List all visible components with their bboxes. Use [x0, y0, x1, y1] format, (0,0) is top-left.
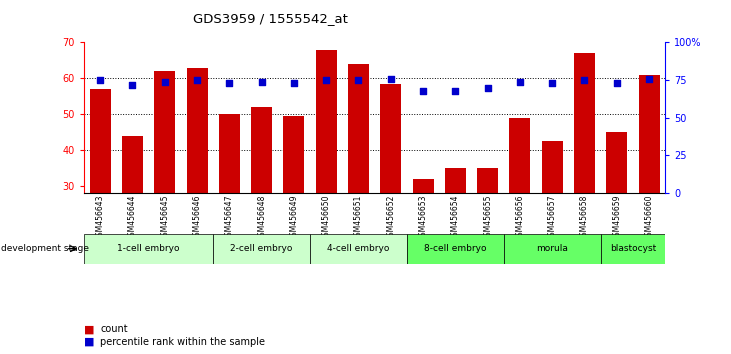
- Bar: [380, 84, 401, 293]
- Point: [482, 85, 493, 91]
- Point: [94, 77, 106, 83]
- Bar: [186, 68, 208, 293]
- Bar: [606, 132, 627, 293]
- Point: [417, 88, 429, 93]
- Bar: [639, 75, 659, 293]
- Text: 4-cell embryo: 4-cell embryo: [327, 244, 390, 253]
- Bar: [412, 179, 433, 293]
- Text: 1-cell embryo: 1-cell embryo: [118, 244, 180, 253]
- Bar: [504, 234, 601, 264]
- Text: ■: ■: [84, 337, 94, 347]
- Point: [224, 80, 235, 86]
- Text: GSM456649: GSM456649: [289, 194, 298, 241]
- Bar: [510, 118, 531, 293]
- Text: GSM456659: GSM456659: [613, 194, 621, 241]
- Text: GSM456643: GSM456643: [96, 194, 105, 241]
- Text: GSM456644: GSM456644: [128, 194, 137, 241]
- Text: GSM456658: GSM456658: [580, 194, 589, 240]
- Text: GSM456651: GSM456651: [354, 194, 363, 240]
- Point: [579, 77, 591, 83]
- Bar: [348, 64, 369, 293]
- Bar: [477, 168, 498, 293]
- Text: GSM456652: GSM456652: [386, 194, 395, 240]
- Text: GSM456654: GSM456654: [451, 194, 460, 241]
- Text: ■: ■: [84, 324, 94, 334]
- Point: [385, 76, 397, 81]
- Bar: [84, 234, 213, 264]
- Bar: [574, 53, 595, 293]
- Bar: [445, 168, 466, 293]
- Bar: [542, 141, 563, 293]
- Text: blastocyst: blastocyst: [610, 244, 656, 253]
- Text: 2-cell embryo: 2-cell embryo: [230, 244, 293, 253]
- Bar: [310, 234, 407, 264]
- Bar: [284, 116, 304, 293]
- Text: GSM456660: GSM456660: [645, 194, 654, 241]
- Text: morula: morula: [537, 244, 568, 253]
- Bar: [316, 50, 337, 293]
- Point: [643, 76, 655, 81]
- Bar: [213, 234, 310, 264]
- Bar: [251, 107, 272, 293]
- Point: [352, 77, 364, 83]
- Text: GSM456645: GSM456645: [160, 194, 170, 241]
- Point: [514, 79, 526, 84]
- Text: GSM456655: GSM456655: [483, 194, 492, 241]
- Point: [546, 80, 558, 86]
- Bar: [219, 114, 240, 293]
- Text: count: count: [100, 324, 128, 334]
- Text: GDS3959 / 1555542_at: GDS3959 / 1555542_at: [193, 12, 348, 25]
- Text: GSM456650: GSM456650: [322, 194, 330, 241]
- Bar: [407, 234, 504, 264]
- Text: GSM456648: GSM456648: [257, 194, 266, 240]
- Bar: [90, 89, 110, 293]
- Bar: [154, 71, 175, 293]
- Text: GSM456653: GSM456653: [419, 194, 428, 241]
- Text: percentile rank within the sample: percentile rank within the sample: [100, 337, 265, 347]
- Text: 8-cell embryo: 8-cell embryo: [424, 244, 487, 253]
- Bar: [601, 234, 665, 264]
- Text: GSM456647: GSM456647: [225, 194, 234, 241]
- Text: GSM456656: GSM456656: [515, 194, 524, 241]
- Bar: [122, 136, 143, 293]
- Text: GSM456646: GSM456646: [192, 194, 202, 241]
- Point: [126, 82, 138, 87]
- Point: [192, 77, 203, 83]
- Text: GSM456657: GSM456657: [548, 194, 557, 241]
- Text: development stage: development stage: [1, 244, 88, 253]
- Point: [320, 77, 332, 83]
- Point: [450, 88, 461, 93]
- Point: [288, 80, 300, 86]
- Point: [611, 80, 623, 86]
- Point: [159, 79, 170, 84]
- Point: [256, 79, 268, 84]
